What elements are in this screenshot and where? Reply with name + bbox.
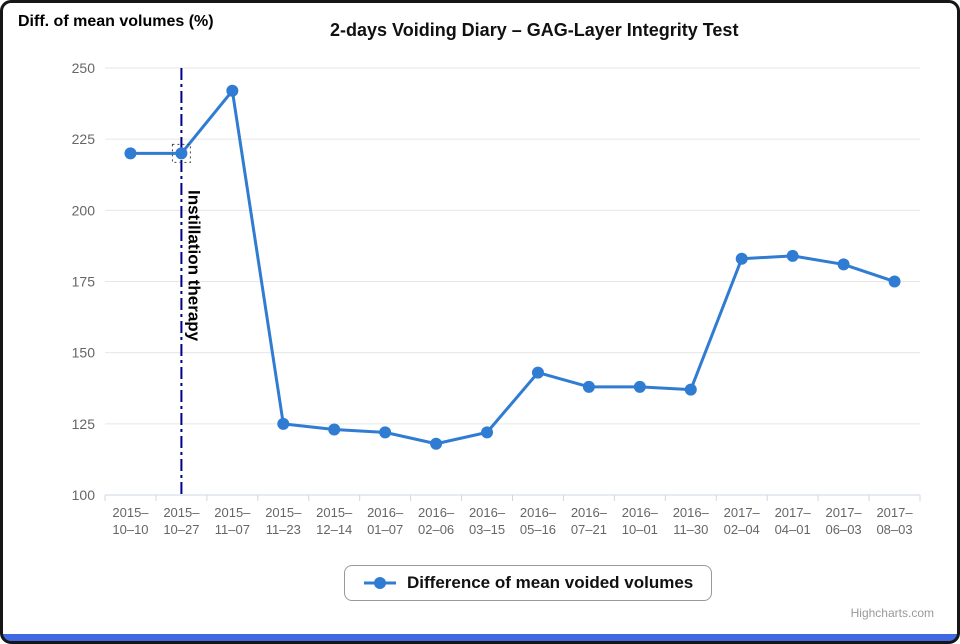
y-axis-tick-label: 200	[72, 202, 96, 218]
x-axis-tick-label-year: 2017–	[775, 505, 812, 520]
data-point-marker[interactable]	[837, 258, 850, 271]
x-axis-tick-label-date: 11–23	[266, 522, 301, 537]
data-point-marker[interactable]	[379, 426, 392, 439]
x-axis-tick-label-date: 10–10	[112, 522, 148, 537]
x-axis-tick-label-date: 02–06	[418, 522, 454, 537]
x-axis-tick-label-year: 2016–	[571, 505, 608, 520]
x-axis-tick-label-year: 2015–	[112, 505, 149, 520]
data-point-marker[interactable]	[277, 417, 290, 430]
data-point-marker[interactable]	[888, 275, 901, 288]
x-axis-tick-label-date: 01–07	[367, 522, 403, 537]
x-axis-tick-label-year: 2016–	[673, 505, 710, 520]
legend-series-marker-icon	[364, 577, 396, 589]
chart-title: 2-days Voiding Diary – GAG-Layer Integri…	[330, 20, 739, 40]
x-axis-tick-label-year: 2016–	[622, 505, 659, 520]
data-point-marker[interactable]	[124, 147, 137, 160]
data-point-marker[interactable]	[684, 383, 697, 396]
y-axis-tick-label: 250	[72, 60, 96, 76]
x-axis-tick-label-year: 2015–	[214, 505, 251, 520]
legend-item[interactable]: Difference of mean voided volumes	[344, 565, 713, 601]
data-point-marker[interactable]	[481, 426, 494, 439]
y-axis-tick-label: 175	[72, 274, 96, 290]
highcharts-credit[interactable]: Highcharts.com	[850, 606, 934, 620]
y-axis-tick-label: 150	[72, 345, 96, 361]
y-axis-tick-label: 100	[72, 487, 96, 503]
data-point-marker[interactable]	[735, 252, 748, 265]
data-point-marker[interactable]	[328, 423, 341, 436]
data-point-marker[interactable]	[175, 147, 188, 160]
x-axis-tick-label-year: 2015–	[163, 505, 200, 520]
x-axis-tick-label-year: 2015–	[265, 505, 302, 520]
series-line	[128, 89, 897, 446]
x-axis-tick-label-date: 12–14	[316, 522, 352, 537]
x-axis-tick-label-date: 06–03	[826, 522, 862, 537]
data-point-marker[interactable]	[226, 84, 239, 97]
data-point-marker[interactable]	[430, 437, 443, 450]
x-axis-tick-label-date: 07–21	[571, 522, 607, 537]
x-axis-tick-label-date: 10–01	[622, 522, 658, 537]
x-axis-tick-label-year: 2016–	[418, 505, 455, 520]
y-axis-title: Diff. of mean volumes (%)	[18, 13, 214, 30]
data-point-marker[interactable]	[786, 249, 799, 262]
instillation-therapy-label: Instillation therapy	[184, 190, 203, 342]
y-axis-tick-label: 225	[72, 131, 96, 147]
x-axis-tick-label-year: 2015–	[316, 505, 353, 520]
data-point-marker[interactable]	[582, 380, 595, 393]
x-axis-tick-label-year: 2016–	[520, 505, 557, 520]
legend-label: Difference of mean voided volumes	[407, 573, 694, 592]
x-axis-tick-label-year: 2016–	[367, 505, 404, 520]
x-axis-tick-label-date: 11–30	[673, 522, 708, 537]
x-axis-tick-label-date: 10–27	[163, 522, 199, 537]
x-axis-tick-label-date: 05–16	[520, 522, 556, 537]
x-axis-tick-label-date: 08–03	[876, 522, 912, 537]
x-axis-tick-label-date: 02–04	[724, 522, 760, 537]
x-axis-tick-label-year: 2016–	[469, 505, 506, 520]
bottom-accent-bar	[2, 634, 958, 642]
x-axis-tick-label-year: 2017–	[724, 505, 761, 520]
data-point-marker[interactable]	[633, 380, 646, 393]
x-axis-tick-label-year: 2017–	[876, 505, 913, 520]
data-point-marker[interactable]	[531, 366, 544, 379]
selected-point-outline	[171, 143, 191, 163]
x-axis-tick-label-date: 04–01	[775, 522, 811, 537]
x-axis-tick-label-date: 11–07	[215, 522, 250, 537]
x-axis-tick-label-date: 03–15	[469, 522, 505, 537]
x-axis-tick-label-year: 2017–	[826, 505, 863, 520]
y-axis-tick-label: 125	[72, 416, 96, 432]
